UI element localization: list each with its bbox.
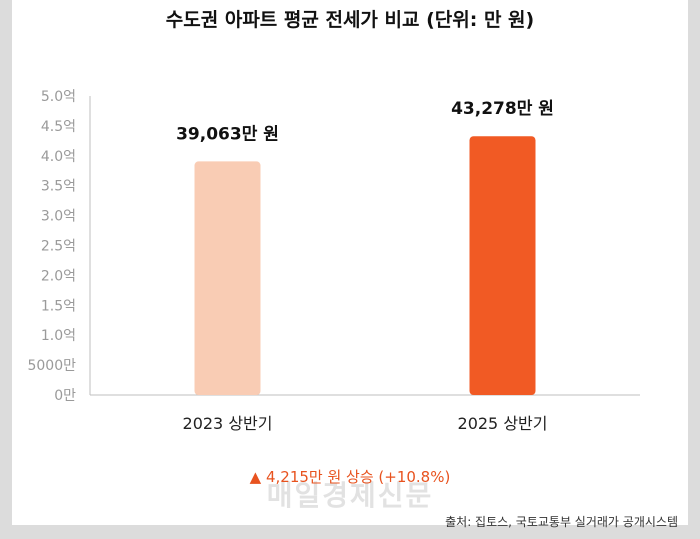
y-tick-label: 2.5억	[41, 239, 76, 255]
y-tick-label: 5000만	[27, 358, 76, 374]
x-tick-label: 2023 상반기	[183, 414, 273, 433]
source-note: 출처: 집토스, 국토교통부 실거래가 공개시스템	[445, 515, 678, 529]
change-annotation: ▲ 4,215만 원 상승 (+10.8%)	[249, 468, 451, 486]
y-tick-label: 1.0억	[41, 328, 76, 344]
bar-value-label: 43,278만 원	[451, 99, 554, 119]
y-tick-label: 2.0억	[41, 268, 76, 284]
y-tick-label: 3.0억	[41, 209, 76, 225]
chart-title: 수도권 아파트 평균 전세가 비교 (단위: 만 원)	[165, 9, 535, 31]
bar	[194, 161, 261, 395]
y-tick-label: 0만	[54, 388, 76, 404]
y-tick-label: 5.0억	[41, 89, 76, 105]
y-tick-label: 4.0억	[41, 149, 76, 165]
y-tick-label: 3.5억	[41, 179, 76, 195]
x-tick-label: 2025 상반기	[458, 414, 548, 433]
bar-value-label: 39,063만 원	[176, 124, 279, 144]
y-tick-label: 1.5억	[41, 298, 76, 314]
bar	[469, 136, 536, 395]
watermark: 매일경제신문	[266, 479, 434, 512]
y-tick-label: 4.5억	[41, 119, 76, 135]
